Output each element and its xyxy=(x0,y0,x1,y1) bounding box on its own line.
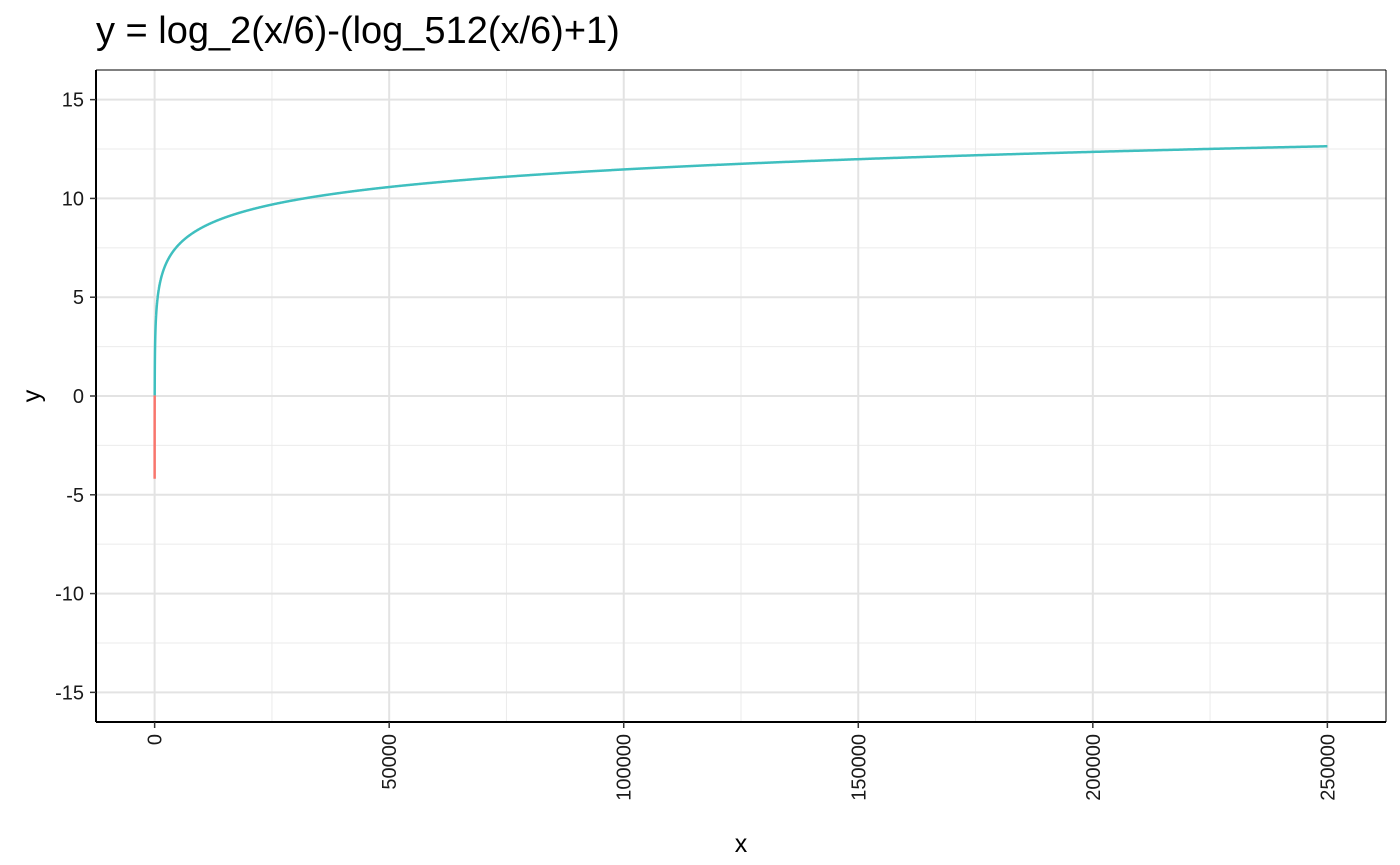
x-axis-title: x xyxy=(735,830,748,858)
y-tick-label: -15 xyxy=(55,682,84,704)
y-tick-label: -5 xyxy=(66,485,84,507)
y-tick-label: 10 xyxy=(62,188,84,210)
x-tick-label: 100000 xyxy=(614,734,636,801)
y-tick-label: -10 xyxy=(55,584,84,606)
major-gridlines xyxy=(96,70,1386,722)
x-tick-label: 50000 xyxy=(379,734,401,790)
x-tick-label: 150000 xyxy=(848,734,870,801)
x-tick-label: 200000 xyxy=(1083,734,1105,801)
x-tick-labels: 0 50000 100000 150000 200000 250000 xyxy=(145,734,1340,801)
chart-title: y = log_2(x/6)-(log_512(x/6)+1) xyxy=(96,10,620,52)
y-tick-label: 15 xyxy=(62,90,84,112)
series-layer xyxy=(153,144,1328,480)
x-tick-label: 0 xyxy=(145,734,167,745)
y-axis-title: y xyxy=(18,389,46,402)
x-tick-label: 250000 xyxy=(1317,734,1339,801)
y-tick-label: 0 xyxy=(73,386,84,408)
axes-layer xyxy=(90,69,1387,728)
y-tick-labels: -15 -10 -5 0 5 10 15 xyxy=(55,90,84,705)
series-line-2 xyxy=(153,144,1328,397)
y-tick-label: 5 xyxy=(73,287,84,309)
